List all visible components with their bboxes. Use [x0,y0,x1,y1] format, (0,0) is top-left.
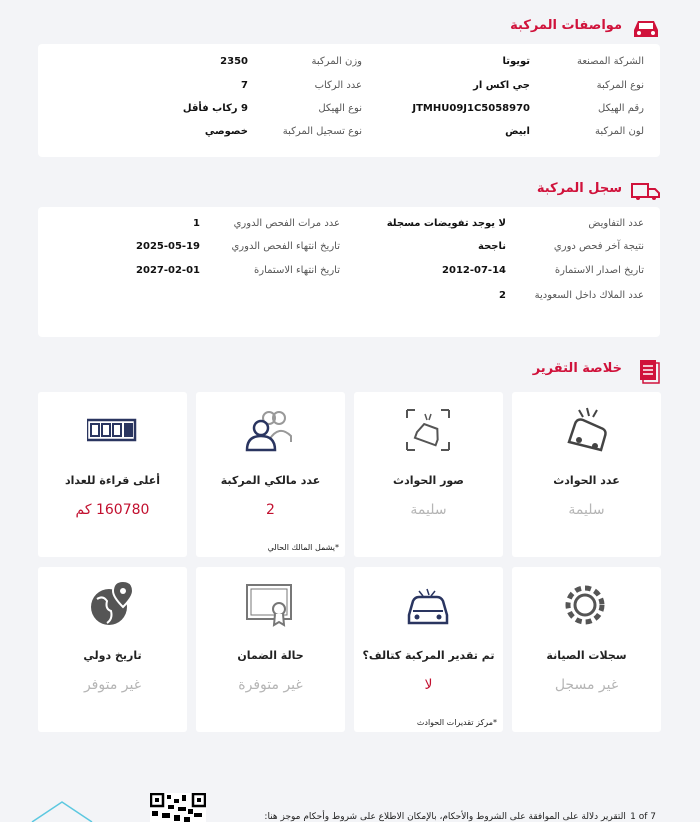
summary-tile: صور الحوادث سليمة [354,392,503,557]
field-value: 9 ركاب فأقل [182,103,248,114]
tile-title: تاريخ دولي [83,649,142,662]
field-label: نتيجة آخر فحص دوري [553,241,644,252]
field-value: ناجحة [478,241,506,252]
field-value: 2 [499,290,506,301]
field-label: رقم الهيكل [598,103,644,114]
field-value: جي اكس ار [473,80,530,91]
field-label: نوع تسجيل المركبة [282,126,362,137]
field-label: لون المركبة [595,126,644,137]
page-number: 1 of 7 [628,812,658,822]
tile-title: أعلى قراءة للعداد [64,474,161,487]
report-icon [640,360,660,384]
tile-icon [567,407,607,452]
field-value: 2025-05-19 [136,241,200,252]
summary-tile: حالة الضمان غير متوفرة [196,567,345,732]
tile-title: عدد الحوادث [553,474,620,487]
field-label: عدد الركاب [314,80,362,91]
field-value: 2012-07-14 [442,265,506,276]
tile-note: *يشمل المالك الحالي [267,543,339,552]
tile-icon [565,585,605,625]
field-value: 1 [193,218,200,229]
tile-value: غير مسجل [554,677,619,693]
tile-value: سليمة [410,502,447,518]
tile-value: غير متوفر [83,677,142,693]
tile-icon [406,409,450,451]
tile-title: سجلات الصيانة [546,649,627,662]
summary-tile: تم تقدير المركبة كتالف؟ لا *مركز تقديرات ا… [354,567,503,732]
history-card: عدد التفاويض لا يوجد تفويضات مسجلة عدد مرا… [38,207,660,337]
car-icon [634,21,658,37]
logo-shape [31,801,93,822]
tile-value: 2 [266,502,275,518]
tile-icon [246,584,292,627]
tile-icon [245,411,292,452]
tile-title: حالة الضمان [237,649,304,662]
field-value: تويوتا [502,56,530,67]
tile-title: صور الحوادث [393,474,464,487]
field-label: عدد الملاك داخل السعودية [534,290,644,301]
field-value: خصوصي [204,126,248,137]
field-label: عدد مرات الفحص الدوري [233,218,340,229]
tile-value: سليمة [568,502,605,518]
tile-title: تم تقدير المركبة كتالف؟ [362,649,495,662]
tile-value: لا [424,677,433,693]
specs-card: الشركة المصنعة تويوتا وزن المركبة 2350 نوع ا… [38,44,660,157]
qr-code [150,793,206,822]
section-title: سجل المركبة [536,181,622,196]
history-icon [631,183,660,200]
field-value: 2350 [220,56,248,67]
field-label: الشركة المصنعة [576,56,644,67]
field-label: نوع المركبة [596,80,644,91]
field-value: لا يوجد تفويضات مسجلة [386,218,506,229]
field-label: وزن المركبة [311,56,362,67]
tile-note: *مركز تقديرات الحوادث [416,718,497,727]
section-title: خلاصة التقرير [532,361,622,376]
summary-tile: تاريخ دولي غير متوفر [38,567,187,732]
field-label: نوع الهيكل [318,103,362,114]
summary-tile: عدد الحوادث سليمة [512,392,661,557]
field-label: تاريخ انتهاء الاستمارة [254,265,340,276]
summary-tile: سجلات الصيانة غير مسجل [512,567,661,732]
summary-tile: عدد مالكي المركبة 2 *يشمل المالك الحالي [196,392,345,557]
field-value: 7 [241,80,248,91]
tile-icon [407,588,449,625]
field-label: تاريخ اصدار الاستمارة [554,265,644,276]
section-title: مواصفات المركبة [510,18,622,33]
field-value: 2027-02-01 [136,265,200,276]
field-label: عدد التفاويض [588,218,644,229]
tile-icon [91,581,135,625]
field-label: تاريخ انتهاء الفحص الدوري [231,241,340,252]
tile-title: عدد مالكي المركبة [220,474,321,487]
tile-value: 160780 كم [75,502,150,518]
summary-tile: أعلى قراءة للعداد 160780 كم [38,392,187,557]
tile-icon [87,418,137,442]
footer-text: شراء التقرير دلالة على الموافقة على الشر… [264,812,648,822]
field-value: JTMHU09J1C5058970 [412,103,530,114]
tile-value: غير متوفرة [238,677,303,693]
field-value: ابيض [505,126,530,137]
